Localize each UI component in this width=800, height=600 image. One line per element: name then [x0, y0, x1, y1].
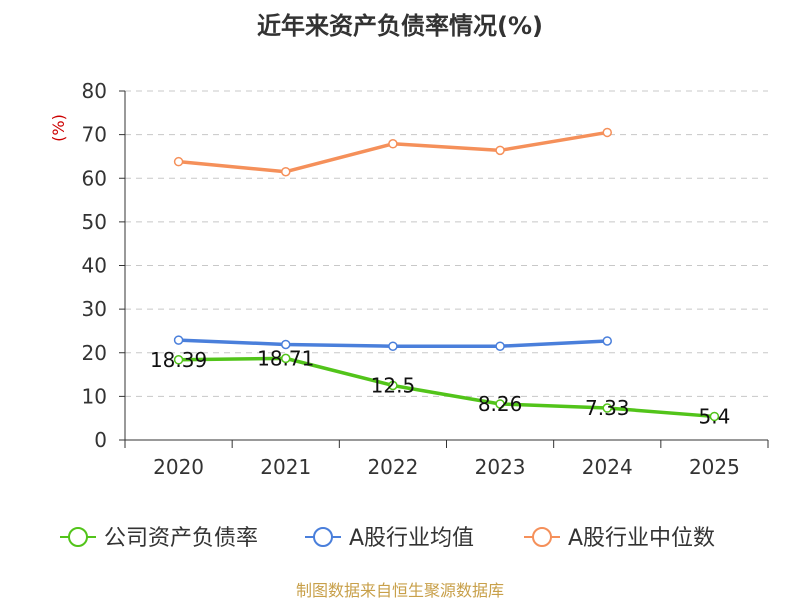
legend-marker-1 — [313, 527, 333, 547]
data-label-1: 18.71 — [257, 346, 314, 370]
point-1-4 — [602, 336, 612, 346]
point-1-0 — [173, 335, 184, 345]
x-tick-label-2023: 2023 — [475, 455, 526, 479]
y-tick-label-0: 0 — [94, 428, 107, 452]
point-1-3 — [495, 341, 505, 351]
y-tick-label-80: 80 — [82, 79, 107, 103]
x-tick-label-2021: 2021 — [260, 455, 311, 479]
chart-title: 近年来资产负债率情况(%) — [257, 12, 543, 40]
point-2-2 — [388, 139, 398, 149]
series-2 — [173, 127, 612, 177]
point-0-0 — [173, 355, 184, 365]
data-label-5: 5.4 — [699, 404, 731, 428]
data-label-3: 8.26 — [478, 392, 523, 416]
legend-marker-0 — [68, 527, 88, 547]
legend-label-1: A股行业均值 — [349, 526, 474, 551]
y-tick-label-20: 20 — [82, 341, 107, 365]
x-tick-label-2024: 2024 — [582, 455, 633, 479]
point-0-1 — [281, 353, 291, 364]
point-1-2 — [388, 341, 398, 351]
legend-item-0[interactable]: 公司资产负债率 — [60, 526, 258, 551]
y-tick-label-70: 70 — [82, 123, 107, 147]
axes: 0 10 20 30 40 50 60 70 80 2020 2021 2022 2023 2024 202… — [82, 79, 769, 479]
point-2-0 — [173, 156, 184, 167]
series-1 — [173, 335, 612, 351]
legend-item-1[interactable]: A股行业均值 — [305, 526, 474, 551]
series-layer — [173, 127, 720, 422]
point-0-3 — [495, 399, 505, 409]
legend[interactable]: 公司资产负债率 A股行业均值 A股行业中位数 — [60, 526, 715, 551]
data-label-4: 7.33 — [585, 396, 630, 420]
x-tick-label-2020: 2020 — [153, 455, 204, 479]
legend-item-2[interactable]: A股行业中位数 — [524, 526, 715, 551]
series-0 — [173, 353, 720, 422]
point-0-2 — [388, 380, 398, 391]
series-line-0 — [178, 356, 715, 419]
y-tick-label-10: 10 — [82, 384, 107, 408]
y-tick-label-60: 60 — [82, 166, 107, 190]
legend-marker-2 — [532, 527, 552, 547]
x-tick-label-2025: 2025 — [689, 455, 740, 479]
grid-lines — [125, 90, 768, 397]
data-label-0: 18.39 — [150, 348, 207, 372]
data-labels: 18.39 18.71 12.5 8.26 7.33 5.4 — [150, 346, 730, 428]
point-2-1 — [281, 166, 291, 177]
y-tick-label-40: 40 — [82, 254, 107, 278]
point-2-4 — [602, 127, 612, 138]
y-tick-label-50: 50 — [82, 210, 107, 234]
y-tick-label-30: 30 — [82, 297, 107, 321]
series-line-2 — [178, 130, 608, 174]
legend-label-0: 公司资产负债率 — [104, 526, 258, 551]
y-axis-unit: (%) — [49, 114, 68, 142]
point-0-4 — [602, 403, 612, 413]
source-note: 制图数据来自恒生聚源数据库 — [296, 581, 504, 600]
point-2-3 — [495, 145, 505, 156]
x-tick-label-2022: 2022 — [367, 455, 418, 479]
point-1-1 — [281, 339, 291, 350]
data-label-2: 12.5 — [371, 373, 416, 397]
legend-label-2: A股行业中位数 — [568, 526, 715, 551]
point-0-5 — [709, 411, 720, 422]
